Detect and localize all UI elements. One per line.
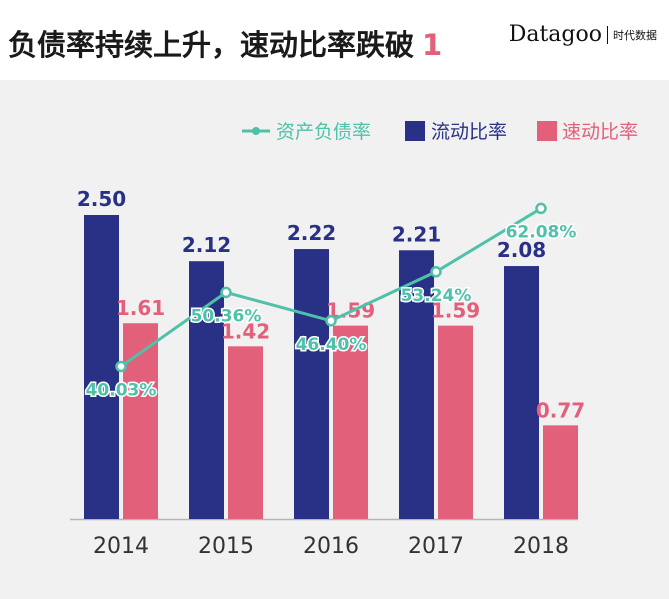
label-current-ratio-2016: 2.22	[287, 221, 336, 245]
brand-name: Datagoo	[508, 22, 602, 47]
debt-ratio-label-2018: 62.08%	[506, 222, 577, 242]
x-tick-label-2018: 2018	[513, 534, 569, 559]
label-quick-ratio-2015: 1.42	[221, 319, 270, 343]
label-current-ratio-2018: 2.08	[497, 238, 546, 262]
label-current-ratio-2015: 2.12	[182, 233, 231, 257]
header: 负债率持续上升，速动比率跌破 1 Datagoo 时代数据	[0, 0, 669, 76]
x-tick-label-2017: 2017	[408, 534, 464, 559]
bar-quick-ratio-2014	[123, 323, 158, 519]
bar-quick-ratio-2018	[543, 425, 578, 519]
label-current-ratio-2014: 2.50	[77, 187, 126, 211]
debt-ratio-point-2015	[220, 286, 232, 299]
bar-current-ratio-2017	[399, 250, 434, 519]
x-tick-label-2015: 2015	[198, 534, 254, 559]
legend-debt-ratio-marker	[252, 127, 260, 135]
debt-ratio-label-2014: 40.03%	[86, 380, 157, 400]
legend-quick-ratio-swatch	[537, 121, 557, 141]
page-title: 负债率持续上升，速动比率跌破 1	[8, 22, 442, 64]
brand-logo: Datagoo 时代数据	[509, 22, 657, 47]
bar-quick-ratio-2015	[228, 346, 263, 519]
debt-ratio-label-2015: 50.36%	[191, 306, 262, 326]
bar-current-ratio-2015	[189, 261, 224, 519]
label-quick-ratio-2017: 1.59	[431, 299, 480, 323]
legend-current-ratio-swatch	[405, 121, 425, 141]
label-quick-ratio-2018: 0.77	[536, 398, 585, 422]
brand-subtitle: 时代数据	[613, 28, 657, 42]
debt-ratio-point-2014	[115, 360, 127, 373]
bar-current-ratio-2014	[84, 215, 119, 519]
bar-current-ratio-2016	[294, 249, 329, 519]
debt-ratio-point-2016	[325, 315, 337, 327]
x-tick-label-2016: 2016	[303, 534, 359, 559]
bar-current-ratio-2018	[504, 266, 539, 519]
legend-quick-ratio-label: 速动比率	[562, 121, 638, 143]
debt-ratio-point-2017	[430, 266, 442, 278]
legend-current-ratio-label: 流动比率	[431, 121, 507, 143]
brand-divider	[607, 25, 608, 44]
debt-ratio-point-2018	[535, 202, 547, 215]
legend-debt-ratio-label: 资产负债率	[276, 121, 371, 143]
title-text: 负债率持续上升，速动比率跌破	[8, 28, 415, 62]
x-tick-label-2014: 2014	[93, 534, 149, 559]
debt-ratio-label-2017: 53.24%	[401, 286, 472, 306]
title-number: 1	[422, 28, 443, 62]
label-current-ratio-2017: 2.21	[392, 222, 441, 246]
label-quick-ratio-2014: 1.61	[116, 296, 165, 320]
debt-ratio-label-2016: 46.40%	[296, 335, 367, 355]
bar-quick-ratio-2017	[438, 325, 473, 519]
bar-quick-ratio-2016	[333, 325, 368, 519]
